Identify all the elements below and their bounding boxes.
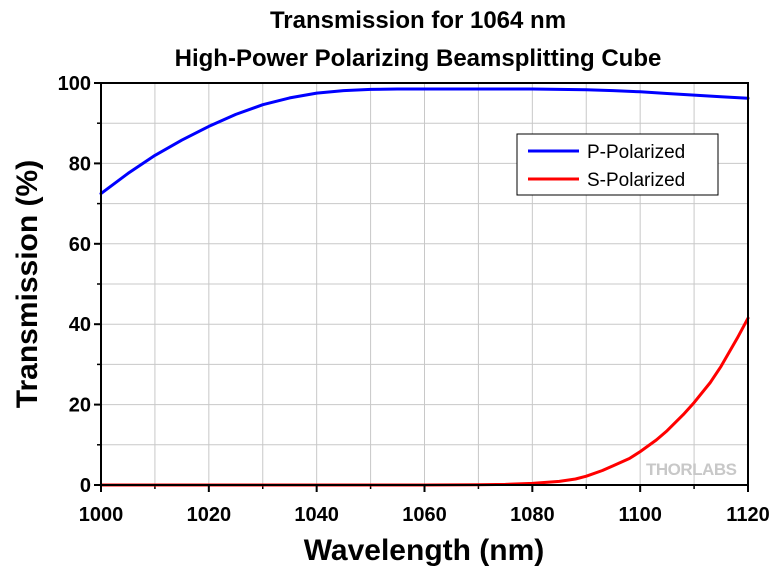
y-tick-label: 40 [69,314,91,336]
thorlabs-watermark: THORLABS [646,460,737,479]
series-line-p-polarized [99,87,750,196]
x-tick-label: 1020 [187,504,232,526]
y-tick-label: 80 [69,153,91,175]
legend: P-Polarized S-Polarized [516,133,719,196]
x-tick-label: 1000 [79,504,124,526]
y-tick-label: 0 [80,475,91,497]
x-tick-label: 1060 [402,504,447,526]
x-tick-label: 1080 [510,504,555,526]
x-tick-label: 1040 [294,504,339,526]
y-tick-label: 20 [69,395,91,417]
x-axis-title: Wavelength (nm) [304,534,545,567]
y-tick-label: 100 [58,73,91,95]
legend-label-s-polarized: S-Polarized [587,170,685,191]
x-tick-label: 1100 [618,504,661,526]
x-tick-label: 1120 [726,504,769,526]
y-tick-label: 60 [69,234,91,256]
chart-title: Transmission for 1064 nm [270,7,566,34]
legend-box [516,133,719,196]
y-axis-title: Transmission (%) [11,160,44,408]
tick-labels: 1000 1020 1040 1060 1080 1100 1120 0 20 40 60 80 100 [58,73,770,526]
chart-subtitle: High-Power Polarizing Beamsplitting Cube [175,45,662,72]
legend-label-p-polarized: P-Polarized [587,142,685,163]
